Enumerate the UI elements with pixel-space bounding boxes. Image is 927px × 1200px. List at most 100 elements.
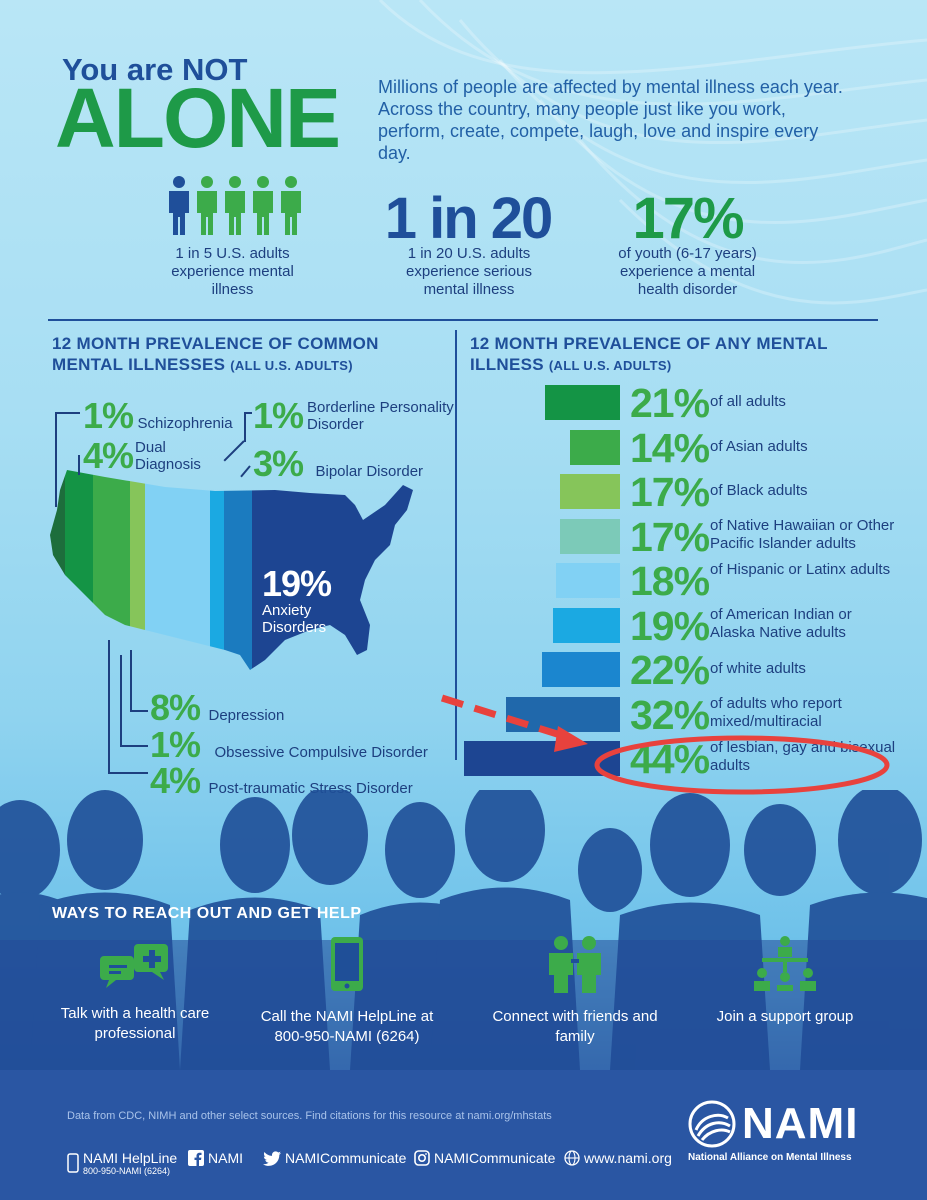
globe-icon [564,1150,580,1166]
us-map [50,470,413,670]
footer-website[interactable]: www.nami.org [564,1150,672,1166]
bar [541,652,620,687]
footer-instagram[interactable]: NAMICommunicate [414,1150,555,1166]
header-line2: ALONE [55,71,341,165]
bar-category-label: of American Indian or Alaska Native adul… [710,605,852,641]
twitter-icon [263,1150,281,1166]
chat-plus-icon [100,944,168,988]
facebook-label: NAMI [208,1150,243,1166]
nami-logo-subtitle: National Alliance on Mental Illness [688,1152,852,1163]
bar-value-label: 17% [630,469,710,515]
stat-big-2: 1 in 20 [384,186,554,251]
right-section-title: 12 MONTH PREVALENCE OF ANY MENTAL ILLNES… [470,334,828,374]
stat-big-3: 17% [632,186,744,251]
instagram-icon [414,1150,430,1166]
left-item-ocd: 1% Obsessive Compulsive Disorder [150,724,428,765]
footer-twitter[interactable]: NAMICommunicate [263,1150,406,1166]
help-item-support: Join a support group [690,935,880,1027]
nami-logo-icon [688,1100,736,1148]
left-section-subtitle: (ALL U.S. ADULTS) [230,358,353,373]
stat-caption-2: 1 in 20 U.S. adults experience serious m… [406,245,532,298]
bar [545,385,620,420]
instagram-label: NAMICommunicate [434,1150,556,1166]
left-item-borderline: 1% Borderline Personality Disorder [253,395,454,436]
intro-text: Millions of people are affected by menta… [378,77,843,163]
helpline-label: NAMI HelpLine [83,1150,178,1166]
bar [552,607,620,643]
help-item-connect: Connect with friends and family [480,935,670,1047]
help-label-connect: Connect with friends and family [492,1008,658,1045]
facebook-icon [188,1150,204,1166]
bar-value-label: 18% [630,558,710,604]
bar-value-label: 17% [630,513,710,560]
header-line1: You are NOT [62,52,248,87]
leader-line [108,772,148,774]
bar-value-label: 32% [630,691,710,738]
person-icon [169,176,189,235]
footer-source: Data from CDC, NIMH and other select sou… [67,1110,552,1122]
bar-category-label: of lesbian, gay and bisexual adults [710,739,896,774]
bar-category-label: of Asian adults [710,437,808,455]
helpline-number: 800-950-NAMI (6264) [83,1166,171,1176]
section-divider [48,319,878,321]
bar-value-label: 21% [630,380,710,426]
crowd-silhouette [0,790,927,1070]
help-label-call: Call the NAMI HelpLine at 800-950-NAMI (… [260,1008,434,1045]
bar [559,518,620,554]
help-title: WAYS TO REACH OUT AND GET HELP [52,905,362,922]
highlight-circle [594,735,890,795]
footer-helpline[interactable]: NAMI HelpLine 800-950-NAMI (6264) [67,1150,177,1176]
nami-logo-text: NAMI [742,1099,859,1148]
leader-line [120,745,148,747]
left-item-depression: 8% Depression [150,687,285,728]
leader-line [130,650,132,710]
bar [556,563,620,598]
website-label: www.nami.org [584,1150,672,1166]
leader-line [108,640,110,772]
nami-logo: NAMI National Alliance on Mental Illness [688,1100,868,1163]
bar-category-label: of Hispanic or Latinx adults [710,561,891,578]
bar-value-label: 22% [630,647,710,693]
right-section-subtitle: (ALL U.S. ADULTS) [548,358,672,373]
left-item-dual-diagnosis: 4% Dual Diagnosis [83,435,201,476]
leader-line [55,412,80,414]
bar-value-label: 19% [630,602,710,649]
footer-facebook[interactable]: NAMI [188,1150,243,1166]
twitter-label: NAMICommunicate [285,1150,407,1166]
stat-caption-1: 1 in 5 U.S. adults experience mental ill… [171,245,294,298]
leader-line [120,655,122,745]
bar [559,474,620,509]
bar [463,741,620,776]
leader-line [78,455,80,475]
people-icon [549,936,601,993]
stat-caption-3: of youth (6-17 years) experience a menta… [618,245,757,298]
help-item-talk: Talk with a health care professional [40,940,230,1044]
left-item-anxiety: 19% Anxiety Disorders [262,563,332,637]
group-icon [754,936,816,991]
left-item-ptsd: 4% Post-traumatic Stress Disorder [150,760,413,801]
help-label-support: Join a support group [716,1008,854,1025]
footer [0,1070,927,1200]
people-icon-group [169,176,301,235]
dashed-arrow [440,694,588,752]
leader-line [223,440,245,462]
left-item-schizophrenia: 1% Schizophrenia [83,395,233,436]
help-item-call: Call the NAMI HelpLine at 800-950-NAMI (… [252,935,442,1047]
left-section-title: 12 MONTH PREVALENCE OF COMMON MENTAL ILL… [52,334,379,374]
leader-line [130,710,148,712]
bar-category-label: of Native Hawaiian or Other Pacific Isla… [710,516,895,552]
bar-category-label: of all adults [710,393,786,410]
leader-line [244,412,252,414]
column-divider [455,330,457,760]
bar-category-label: of white adults [710,660,806,677]
help-label-talk: Talk with a health care professional [60,1005,210,1042]
leader-line [244,412,246,442]
bar-category-label: of adults who report mixed/multiracial [710,694,842,730]
phone-icon [67,1153,79,1173]
bar-value-label: 14% [630,424,710,471]
leader-line [55,412,57,507]
highlight-annotation [440,694,890,795]
phone-icon [331,937,363,991]
left-item-bipolar: 3% Bipolar Disorder [253,443,424,484]
bar [570,429,620,465]
